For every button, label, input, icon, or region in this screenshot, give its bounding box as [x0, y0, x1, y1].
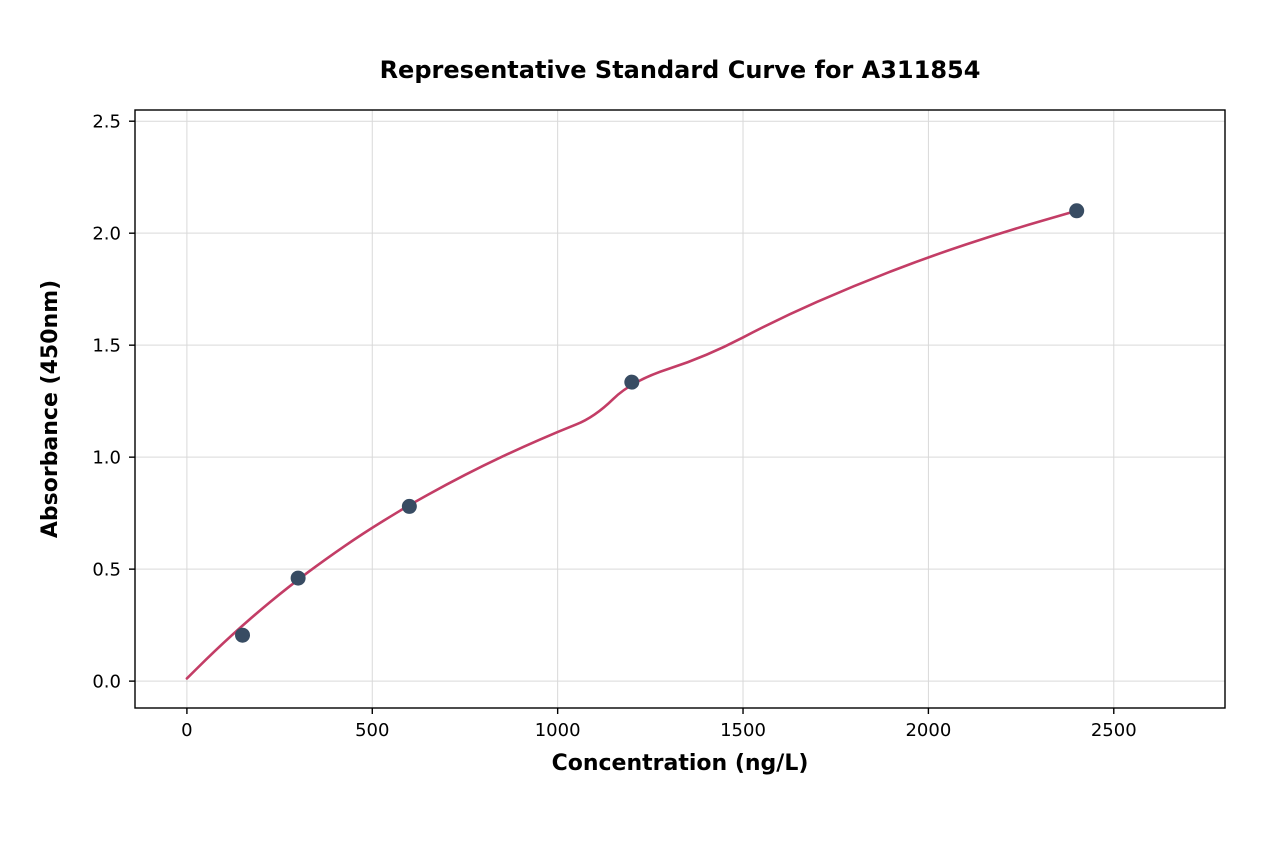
y-tick-label: 2.0 [92, 223, 121, 244]
y-tick-label: 1.5 [92, 335, 121, 356]
y-tick-label: 1.0 [92, 447, 121, 468]
x-axis-label: Concentration (ng/L) [552, 751, 809, 776]
chart-container: 0 500 1000 1500 2000 2500 0.0 0.5 1.0 1.5 2.0 2.5 Co… [0, 0, 1280, 845]
data-point [1070, 204, 1084, 218]
y-ticks: 0.0 0.5 1.0 1.5 2.0 2.5 [92, 111, 135, 692]
y-axis-label: Absorbance (450nm) [38, 280, 63, 538]
data-point [402, 499, 416, 513]
y-tick-label: 0.5 [92, 559, 121, 580]
x-tick-label: 1000 [535, 720, 581, 741]
x-tick-label: 2500 [1091, 720, 1137, 741]
chart-title: Representative Standard Curve for A31185… [380, 56, 981, 84]
standard-curve-chart: 0 500 1000 1500 2000 2500 0.0 0.5 1.0 1.5 2.0 2.5 Co… [0, 0, 1280, 845]
x-tick-label: 1500 [720, 720, 766, 741]
x-ticks: 0 500 1000 1500 2000 2500 [181, 708, 1137, 741]
y-tick-label: 0.0 [92, 671, 121, 692]
data-point [625, 375, 639, 389]
data-point [291, 571, 305, 585]
x-tick-label: 500 [355, 720, 389, 741]
x-tick-label: 0 [181, 720, 192, 741]
x-tick-label: 2000 [905, 720, 951, 741]
y-tick-label: 2.5 [92, 111, 121, 132]
plot-background [135, 110, 1225, 708]
data-point [236, 628, 250, 642]
